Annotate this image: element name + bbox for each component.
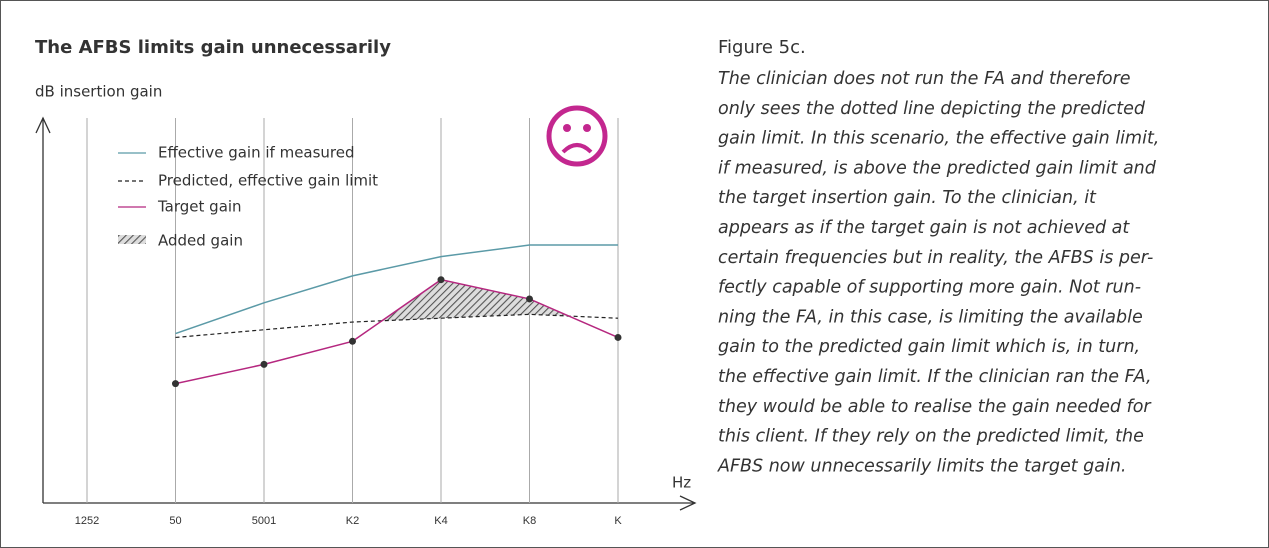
chart-title: The AFBS limits gain unnecessarily	[35, 37, 391, 58]
caption-line: if measured, is above the predicted gain…	[718, 158, 1157, 178]
x-tick-label: 50	[169, 515, 181, 527]
x-tick-label: K4	[434, 515, 447, 527]
caption-line: fectly capable of supporting more gain. …	[718, 278, 1141, 298]
x-tick-label: K	[614, 515, 622, 527]
x-tick-label: K8	[523, 515, 536, 527]
point	[349, 337, 356, 345]
point	[614, 333, 622, 341]
caption-line: ning the FA, in this case, is limiting t…	[718, 307, 1143, 327]
x-tick-label: K2	[346, 515, 359, 527]
point	[437, 276, 445, 284]
point	[526, 295, 533, 303]
caption-line: the target insertion gain. To the clinic…	[718, 188, 1097, 208]
y-axis-label: dB insertion gain	[35, 83, 162, 101]
caption-line: they would be able to realise the gain n…	[718, 397, 1152, 417]
sad-face	[546, 105, 608, 167]
legend-label: Predicted, effective gain limit	[158, 172, 378, 190]
caption-line: AFBS now unnecessarily limits the target…	[717, 456, 1127, 476]
legend-label: Added gain	[158, 232, 243, 250]
caption-line: this client. If they rely on the predict…	[718, 427, 1144, 447]
point	[260, 360, 268, 368]
caption-line: certain frequencies but in reality, the …	[718, 248, 1153, 268]
caption-line: The clinician does not run the FA and th…	[718, 69, 1131, 89]
caption-line: appears as if the target gain is not ach…	[718, 218, 1130, 238]
series-line	[175, 278, 619, 385]
x-axis-label: Hz	[672, 474, 691, 492]
caption-line: the effective gain limit. If the clinici…	[718, 367, 1152, 387]
legend-swatch	[118, 235, 146, 244]
x-arrow	[679, 495, 697, 511]
legend-label: Target gain	[157, 198, 242, 216]
added-gain-area	[382, 279, 569, 321]
point	[172, 380, 179, 388]
caption-line: gain to the predicted gain limit which i…	[718, 337, 1140, 357]
x-tick-label: 1252	[75, 515, 99, 527]
x-tick-label: 5001	[252, 515, 276, 527]
y-arrow	[35, 116, 51, 134]
caption-line: only sees the dotted line depicting the …	[718, 99, 1146, 119]
legend-label: Effective gain if measured	[158, 144, 355, 162]
caption-heading: Figure 5c.	[718, 37, 806, 58]
series-line	[175, 244, 618, 335]
caption-line: gain limit. In this scenario, the effect…	[718, 129, 1159, 149]
